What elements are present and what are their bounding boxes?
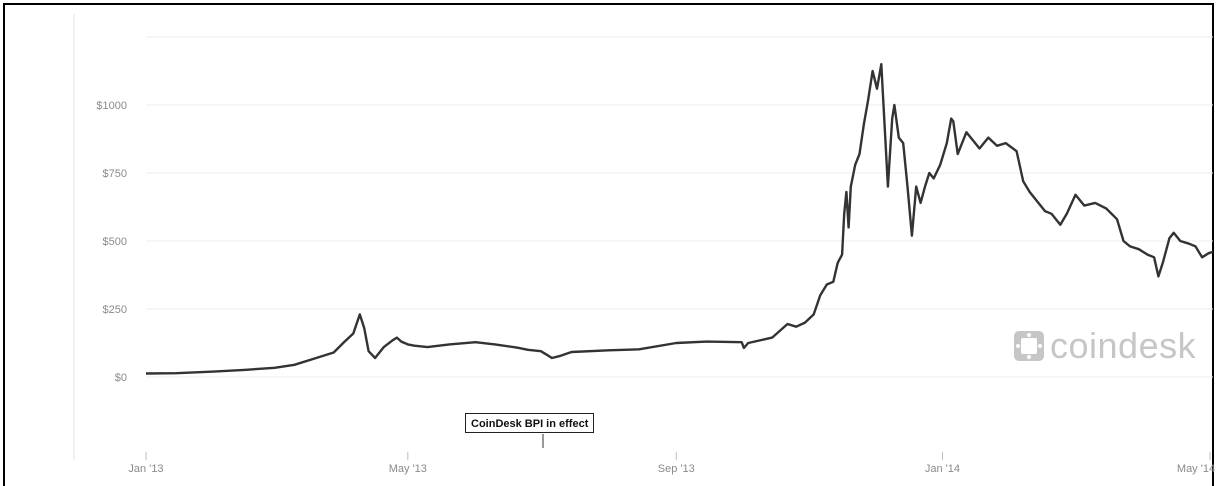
x-axis-ticks: Jan '13 May '13 Sep '13 Jan '14 May '14: [128, 452, 1215, 475]
gridlines: [146, 36, 1213, 378]
x-tick-label: Jan '14: [925, 463, 960, 475]
bpi-annotation: CoinDesk BPI in effect: [465, 413, 595, 433]
coindesk-logo-icon: [1014, 331, 1044, 361]
y-tick-label: $0: [115, 372, 127, 384]
y-tick-label: $1000: [96, 100, 127, 112]
y-tick-label: $500: [103, 236, 127, 248]
chart-frame: [3, 3, 1214, 486]
x-tick-label: Sep '13: [658, 463, 695, 475]
y-tick-label: $250: [103, 304, 127, 316]
coindesk-logo: coindesk: [1014, 324, 1196, 368]
y-axis-labels: $0 $250 $500 $750 $1000: [96, 100, 127, 384]
x-tick-label: Jan '13: [128, 463, 163, 475]
x-tick-label: May '14: [1177, 463, 1215, 475]
y-tick-label: $750: [103, 168, 127, 180]
coindesk-logo-text: coindesk: [1050, 325, 1197, 366]
x-tick-label: May '13: [389, 463, 427, 475]
price-series-line: [145, 63, 1214, 375]
